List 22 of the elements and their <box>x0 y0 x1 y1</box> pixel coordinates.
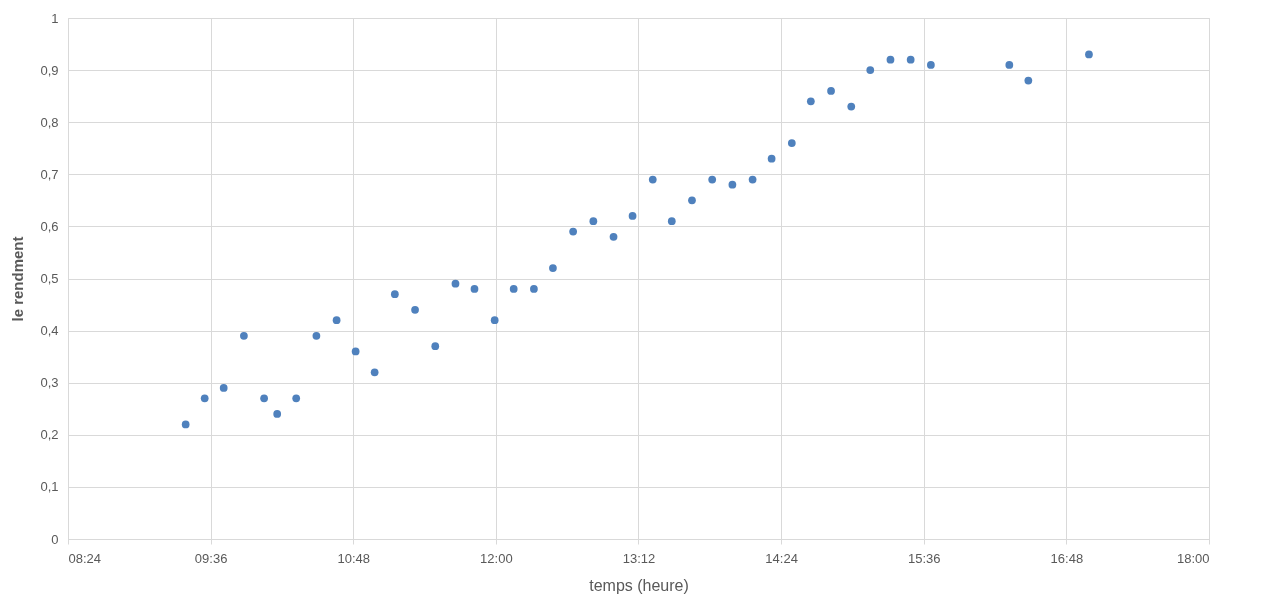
x-tick-label: 18:00 <box>1176 550 1210 566</box>
y-tick-label: 0,2 <box>40 427 59 443</box>
x-tick-label: 08:24 <box>68 550 102 566</box>
y-tick-label: 1 <box>51 10 59 26</box>
y-tick-label: 0,3 <box>40 375 59 391</box>
y-tick-label: 0,5 <box>40 271 59 286</box>
x-tick-label: 14:24 <box>765 550 798 566</box>
x-tick-label: 10:48 <box>337 550 371 566</box>
y-tick-label: 0,7 <box>40 166 59 182</box>
y-tick-label: 0,6 <box>40 218 59 234</box>
y-tick-label: 0,9 <box>40 62 59 78</box>
x-tick-label: 09:36 <box>194 550 228 566</box>
x-tick-label: 12:00 <box>480 550 513 566</box>
y-tick-label: 0,1 <box>40 479 59 495</box>
y-axis-title: le rendment <box>9 236 27 322</box>
x-tick-label: 15:36 <box>907 550 941 566</box>
y-tick-label: 0,4 <box>40 323 59 339</box>
x-tick-label: 13:12 <box>622 550 656 566</box>
x-axis-title: temps (heure) <box>589 576 689 594</box>
x-tick-label: 16:48 <box>1050 550 1084 566</box>
y-tick-label: 0,8 <box>40 114 59 130</box>
y-tick-label: 0 <box>51 531 59 547</box>
